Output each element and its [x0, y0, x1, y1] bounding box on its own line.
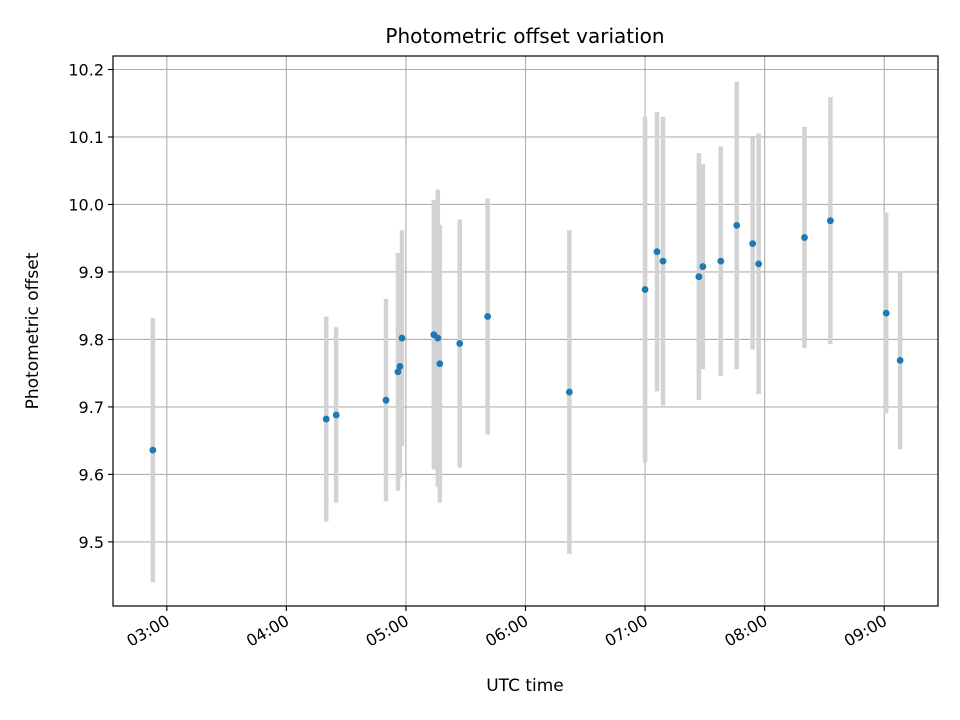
- data-point: [398, 334, 406, 342]
- x-tick-label: 07:00: [602, 611, 651, 651]
- y-tick-label: 9.7: [79, 398, 104, 417]
- data-point: [717, 257, 725, 265]
- data-point: [653, 248, 661, 256]
- data-point: [749, 240, 757, 248]
- y-axis-ticks: 9.5 9.6 9.7 9.8 9.9 10.0 10.1 10.2: [68, 60, 113, 552]
- data-point: [755, 260, 763, 268]
- data-point: [882, 309, 890, 317]
- data-point: [484, 313, 492, 320]
- data-point: [695, 273, 703, 281]
- data-point: [456, 340, 464, 347]
- error-bars: [150, 81, 903, 583]
- y-tick-label: 10.2: [68, 60, 104, 79]
- data-point: [434, 334, 442, 342]
- x-tick-label: 09:00: [841, 611, 890, 651]
- x-axis-ticks: 03:00 04:00 05:00 06:00 07:00 08:00 09:00: [123, 606, 890, 651]
- data-point: [382, 396, 390, 404]
- data-point: [332, 411, 340, 419]
- x-tick-label: 05:00: [363, 611, 412, 651]
- y-tick-label: 9.8: [79, 330, 104, 349]
- data-point: [659, 257, 667, 265]
- data-point: [733, 221, 741, 229]
- y-tick-label: 9.9: [79, 263, 104, 282]
- grid-lines: [113, 56, 938, 606]
- y-tick-label: 9.5: [79, 533, 104, 552]
- y-axis-title: Photometric offset: [23, 252, 43, 409]
- data-point: [394, 368, 402, 376]
- y-tick-label: 9.6: [79, 465, 104, 484]
- data-point: [801, 234, 808, 241]
- data-point: [826, 217, 834, 225]
- x-tick-label: 03:00: [123, 611, 172, 651]
- data-point: [641, 286, 649, 293]
- x-axis-title: UTC time: [486, 676, 564, 696]
- data-point: [699, 263, 707, 270]
- x-tick-label: 04:00: [243, 611, 292, 651]
- data-point: [322, 415, 330, 423]
- data-points: [149, 217, 904, 454]
- y-tick-label: 10.0: [68, 195, 104, 214]
- data-point: [149, 446, 157, 454]
- y-tick-label: 10.1: [68, 128, 104, 147]
- data-point: [896, 356, 904, 364]
- data-point: [436, 360, 444, 368]
- chart-title: Photometric offset variation: [385, 24, 664, 48]
- data-point: [565, 388, 573, 396]
- x-tick-label: 06:00: [482, 611, 531, 651]
- data-point: [396, 363, 404, 370]
- x-tick-label: 08:00: [721, 611, 770, 651]
